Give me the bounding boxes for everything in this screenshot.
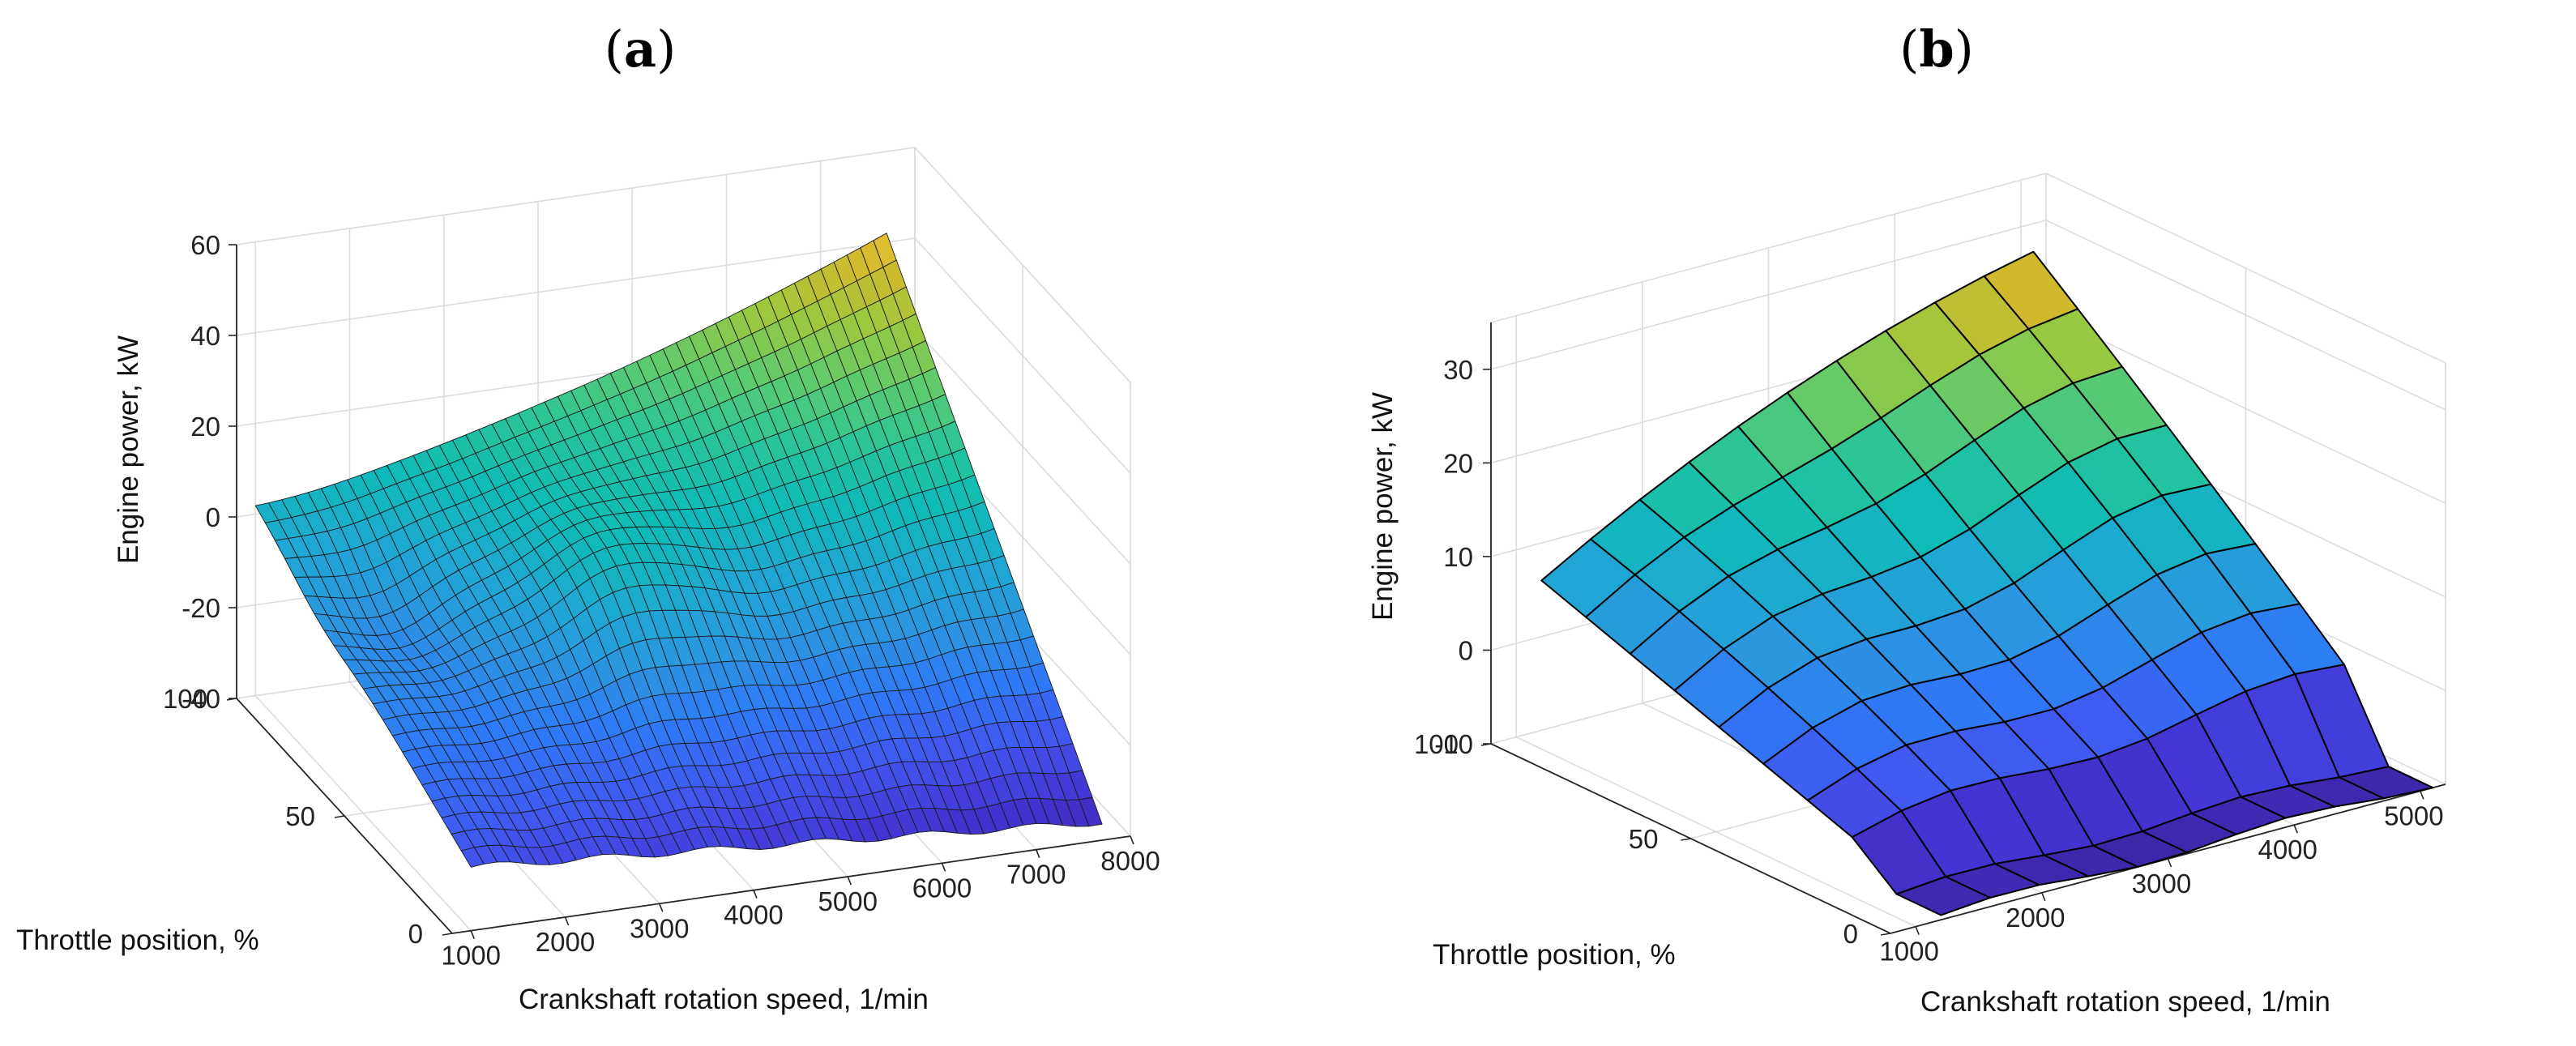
panel-b-z-tick-label: 10 <box>1443 542 1473 572</box>
panel-a-z-tick-label: 60 <box>190 230 220 260</box>
panel-b-title: (b) <box>1899 19 1974 79</box>
panel-b-y-tick-mark <box>1681 838 1691 841</box>
panel-b-x-tick-label: 4000 <box>2258 835 2317 865</box>
panel-a-z-tick-label: -40 <box>182 684 220 714</box>
panel-a-x-tick-label: 1000 <box>442 941 501 971</box>
panel-a-x-tick-mark <box>1130 835 1134 845</box>
panel-a-x-tick-mark <box>847 876 852 886</box>
panel-b-y-tick-mark <box>1880 933 1891 936</box>
panel-a-x-tick-mark <box>564 916 570 926</box>
panel-a-axes <box>226 244 1134 939</box>
panel-b-z-axis-label: Engine power, kW <box>1367 392 1399 621</box>
panel-b-x-tick-mark <box>1915 926 1920 935</box>
panel-b-z-tick-label: 30 <box>1443 355 1473 385</box>
panel-b-z-tick-label: 20 <box>1443 448 1473 478</box>
panel-a-z-tick-label: 20 <box>190 412 220 442</box>
panel-a-x-tick-label: 8000 <box>1100 846 1160 876</box>
panel-a-y-tick-label: 100 <box>163 684 207 714</box>
panel-b-y-axis-label: Throttle position, % <box>1433 939 1676 971</box>
panel-a-y-tick-mark <box>442 933 453 936</box>
panel-a-x-tick-label: 4000 <box>724 900 783 930</box>
panel-b-z-tick-label: 0 <box>1459 635 1473 665</box>
panel-b-z-tick-label: -10 <box>1434 729 1473 759</box>
panel-a-x-tick-label: 2000 <box>536 927 595 957</box>
panel-a-x-tick-mark <box>470 930 475 939</box>
panel-b-x-tick-label: 3000 <box>2132 869 2191 899</box>
panel-a-y-tick-mark <box>334 815 345 818</box>
panel-b-axes <box>1480 322 2446 936</box>
panel-a-z-gridline <box>236 147 916 245</box>
panel-b-x-tick-mark <box>2041 892 2046 902</box>
panel-a-surface <box>254 233 1103 868</box>
panel-b-x-tick-label: 5000 <box>2384 801 2443 830</box>
panel-a-x-tick-mark <box>1036 849 1040 858</box>
panel-b-y-tick-label: 100 <box>1414 729 1459 759</box>
panel-b-tick-labels: 1000 2000 3000 4000 5000 0 50 100-10 0 10 20 30 <box>1414 355 2444 967</box>
surface-plot-b: 1000 2000 3000 4000 5000 0 50 100-10 0 10 20 30 Eng… <box>1367 173 2446 1018</box>
panel-b-x-tick-label: 1000 <box>1879 937 1938 967</box>
panel-b-x-tick-mark <box>2293 824 2298 834</box>
panel-a-title: (a) <box>604 19 677 79</box>
panel-b-y-tick-label: 0 <box>1843 919 1858 949</box>
panel-a-x-tick-label: 3000 <box>630 913 689 943</box>
panel-b-surface <box>1540 250 2434 916</box>
panel-a-tick-labels: 1000 2000 3000 4000 5000 6000 7000 8000 0 50 100-4… <box>163 230 1160 971</box>
panel-b-x-tick-mark <box>2167 858 2172 868</box>
surface-plot-a: 1000 2000 3000 4000 5000 6000 7000 8000 0 50 100-4… <box>16 147 1160 1015</box>
panel-a-x-tick-label: 5000 <box>818 886 878 916</box>
panel-a-x-tick-label: 6000 <box>912 873 972 903</box>
panel-a-surface-patch <box>1079 796 1103 827</box>
panel-a-x-tick-mark <box>941 863 946 872</box>
panel-b-x-tick-label: 2000 <box>2006 903 2065 933</box>
panel-b-x-axis-label: Crankshaft rotation speed, 1/min <box>1920 986 2330 1018</box>
panel-a-x-tick-label: 7000 <box>1006 860 1066 890</box>
panel-b-y-tick-label: 50 <box>1629 824 1659 854</box>
panel-a-z-tick-label: -20 <box>182 593 220 623</box>
panel-a-x-tick-mark <box>753 890 758 899</box>
panel-a-z-axis-label: Engine power, kW <box>113 335 144 564</box>
panel-a-x-axis-label: Crankshaft rotation speed, 1/min <box>519 984 929 1015</box>
panel-a-z-tick-label: 40 <box>190 321 220 351</box>
panel-a-y-axis-label: Throttle position, % <box>16 924 259 956</box>
panel-b-surface-patch <box>2338 766 2434 800</box>
panel-a-y-tick-label: 0 <box>408 919 423 949</box>
panel-a-y-tick-label: 50 <box>285 801 315 831</box>
panel-b-x-tick-mark <box>2420 791 2424 800</box>
panel-a-z-tick-label: 0 <box>206 502 220 532</box>
panel-a-x-tick-mark <box>659 903 664 912</box>
